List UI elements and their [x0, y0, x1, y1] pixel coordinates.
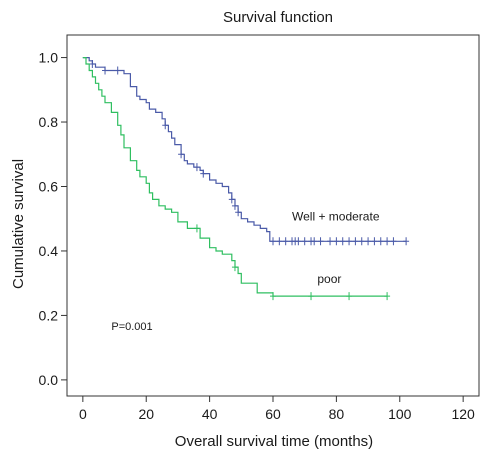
censor-mark — [311, 237, 318, 246]
series-line-0 — [82, 57, 407, 242]
series-line-1 — [82, 57, 388, 297]
y-axis-label: Cumulative survival — [10, 159, 27, 289]
censor-mark — [276, 237, 283, 246]
x-axis-label: Overall survival time (months) — [175, 433, 373, 450]
x-tick-label: 0 — [79, 406, 87, 422]
censor-mark — [231, 201, 238, 210]
y-tick-label: 0.4 — [39, 243, 59, 259]
censor-mark — [365, 237, 372, 246]
axes: 0 20 40 60 80 100 120 0.0 0.2 0.4 0.6 0.8 1.0 — [39, 50, 476, 422]
censor-mark — [162, 121, 169, 130]
censor-mark — [346, 292, 353, 301]
censor-mark — [377, 237, 384, 246]
censor-mark — [270, 237, 276, 246]
censor-mark — [384, 237, 391, 246]
y-tick-label: 0.0 — [39, 372, 59, 388]
censor-mark — [390, 237, 397, 246]
censor-mark — [327, 237, 334, 246]
plot-border — [66, 34, 480, 397]
x-tick-label: 60 — [265, 406, 281, 422]
censor-mark — [200, 169, 207, 178]
annotation-label: P=0.001 — [111, 321, 152, 333]
censor-mark — [178, 150, 185, 159]
censor-mark — [333, 237, 340, 246]
censor-mark — [228, 195, 235, 204]
y-tick-label: 1.0 — [39, 50, 59, 66]
censor-mark — [358, 237, 365, 246]
annotation-label: poor — [317, 272, 341, 286]
censor-mark — [295, 237, 302, 246]
censor-mark — [270, 292, 276, 301]
x-tick-label: 120 — [451, 406, 475, 422]
x-tick-label: 40 — [202, 406, 218, 422]
y-tick-label: 0.8 — [39, 114, 59, 130]
series-layer — [82, 57, 410, 301]
censor-mark — [339, 237, 346, 246]
censor-mark — [308, 292, 315, 301]
censor-mark — [114, 66, 121, 75]
censor-mark — [235, 208, 242, 217]
censor-mark — [193, 224, 200, 233]
x-tick-label: 100 — [388, 406, 412, 422]
censor-mark — [282, 237, 289, 246]
x-tick-label: 20 — [138, 406, 154, 422]
censor-mark — [403, 237, 410, 246]
plot-frame — [66, 34, 480, 397]
censor-mark — [89, 60, 96, 69]
x-tick-label: 80 — [329, 406, 345, 422]
censor-mark — [384, 292, 391, 301]
censor-mark — [371, 237, 378, 246]
y-tick-label: 0.2 — [39, 307, 59, 323]
censor-mark — [193, 163, 200, 172]
censor-mark — [352, 237, 359, 246]
censor-mark — [317, 237, 324, 246]
censor-mark — [102, 66, 109, 75]
censor-mark — [231, 263, 238, 272]
y-tick-label: 0.6 — [39, 178, 59, 194]
annotation-layer: Well + moderate poor P=0.001 — [111, 209, 379, 333]
chart-title: Survival function — [223, 9, 333, 26]
censor-mark — [301, 237, 308, 246]
annotation-label: Well + moderate — [292, 209, 380, 223]
censor-mark — [346, 237, 353, 246]
